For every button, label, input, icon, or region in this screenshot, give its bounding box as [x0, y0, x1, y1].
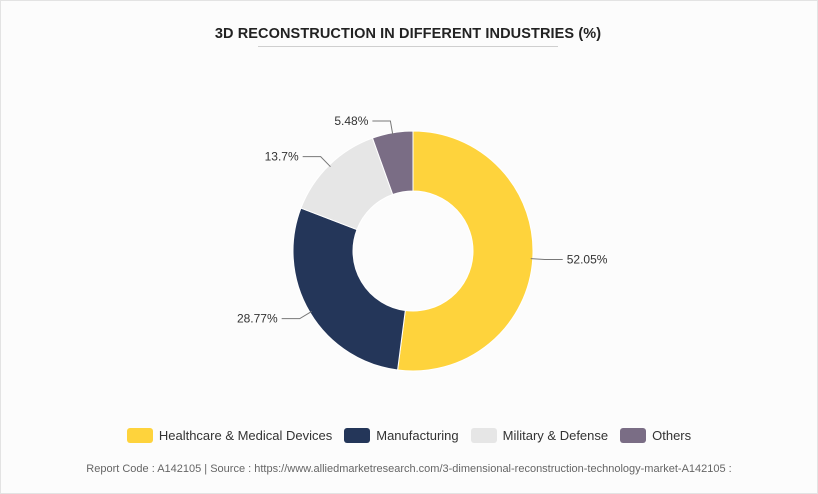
leader-line-others — [372, 120, 394, 135]
slice-manufacturing[interactable] — [292, 207, 406, 371]
legend-label-military: Military & Defense — [502, 428, 609, 443]
data-label-others: 5.48% — [334, 114, 368, 128]
leader-line-manufacturing — [281, 311, 312, 320]
chart-title: 3D RECONSTRUCTION IN DIFFERENT INDUSTRIE… — [214, 26, 602, 42]
data-label-manufacturing: 28.77% — [237, 312, 278, 326]
legend-swatch-military — [470, 428, 497, 443]
legend-swatch-manufacturing — [344, 428, 371, 443]
legend: Healthcare & Medical Devices Manufacturi… — [0, 428, 818, 443]
data-labels: 52.05% 28.77% 13.7% 5.48% — [237, 114, 608, 326]
title-underline — [258, 46, 558, 47]
data-label-healthcare: 52.05% — [567, 252, 608, 266]
legend-item-healthcare[interactable]: Healthcare & Medical Devices — [126, 428, 333, 443]
slice-others[interactable] — [371, 130, 414, 196]
source-footer: Report Code : A142105 | Source : https:/… — [86, 463, 732, 475]
legend-item-military[interactable]: Military & Defense — [470, 428, 609, 443]
leader-lines — [281, 120, 563, 320]
legend-swatch-others — [620, 428, 647, 443]
leader-line-military — [302, 156, 331, 168]
legend-item-manufacturing[interactable]: Manufacturing — [344, 428, 459, 443]
legend-label-healthcare: Healthcare & Medical Devices — [158, 428, 333, 443]
donut-chart: 52.05% 28.77% 13.7% 5.48% — [237, 114, 608, 372]
legend-swatch-healthcare — [126, 428, 153, 443]
legend-label-manufacturing: Manufacturing — [376, 428, 459, 443]
legend-item-others[interactable]: Others — [620, 428, 691, 443]
slice-healthcare[interactable] — [397, 130, 534, 372]
data-label-military: 13.7% — [265, 150, 299, 164]
donut-slices — [292, 130, 534, 372]
legend-label-others: Others — [652, 428, 692, 443]
leader-line-healthcare — [530, 258, 563, 260]
